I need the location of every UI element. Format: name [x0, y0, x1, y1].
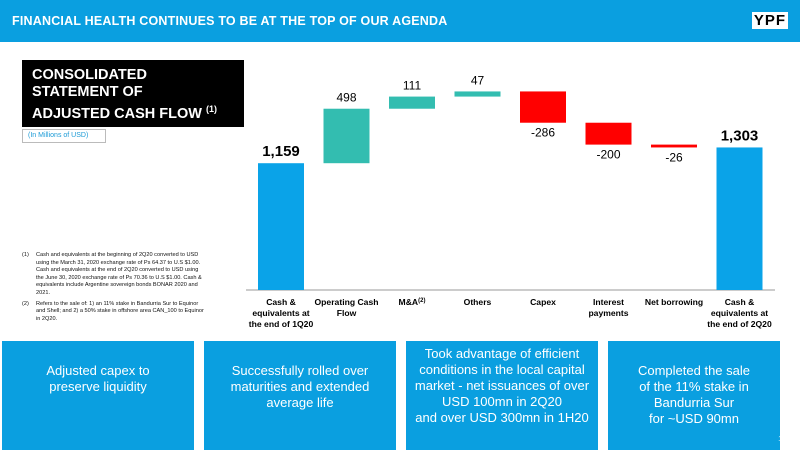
footnote-text: Cash and equivalents at the beginning of…: [36, 252, 202, 296]
card-line: preserve liquidity: [49, 379, 147, 394]
footnote-1: (1) Cash and equivalents at the beginnin…: [22, 252, 204, 298]
bar-4: [454, 91, 501, 97]
bar-3: [389, 96, 435, 109]
card-line: Took advantage of efficient: [424, 346, 580, 361]
data-label-7: -26: [665, 150, 683, 164]
category-label-2: Flow: [337, 308, 357, 318]
chart-title-line-3: ADJUSTED CASH FLOW: [32, 105, 202, 122]
ypf-logo: YPF: [751, 12, 788, 29]
category-label-8: the end of 2Q20: [707, 319, 772, 329]
units-label: (In Millions of USD): [22, 129, 106, 143]
data-label-3: 111: [403, 79, 422, 93]
highlight-card-maturities: Successfully rolled over maturities and …: [204, 341, 396, 450]
chart-title-line-1: CONSOLIDATED: [32, 67, 147, 83]
card-line: of the 11% stake in: [639, 379, 749, 394]
bar-8: [716, 147, 763, 290]
highlight-card-local-market: Took advantage of efficient conditions i…: [406, 341, 598, 450]
highlight-card-capex: Adjusted capex to preserve liquidity: [2, 341, 194, 450]
data-label-2: 498: [336, 91, 356, 105]
card-line: USD 100mn in 2Q20: [442, 394, 562, 409]
card-line: for ~USD 90mn: [649, 411, 739, 426]
header-bar: FINANCIAL HEALTH CONTINUES TO BE AT THE …: [0, 0, 800, 42]
card-line: Successfully rolled over: [231, 363, 369, 378]
bar-1: [258, 163, 304, 290]
chart-title-box: CONSOLIDATED STATEMENT OF ADJUSTED CASH …: [22, 60, 244, 127]
card-line: market - net issuances of over: [414, 378, 590, 393]
chart-title-line-2: STATEMENT OF: [32, 84, 143, 100]
bar-7: [651, 144, 697, 148]
card-line: Completed the sale: [637, 363, 750, 378]
card-line: maturities and extended: [230, 379, 370, 394]
category-label-1: Cash &: [266, 297, 296, 307]
bar-5: [520, 91, 566, 123]
card-line: Adjusted capex to: [46, 363, 150, 378]
card-line: conditions in the local capital: [419, 362, 585, 377]
chart-title-footnote-ref: (1): [206, 104, 218, 114]
page-number: 10: [778, 436, 786, 443]
card-line: average life: [266, 395, 334, 410]
category-label-8: Cash &: [725, 297, 755, 307]
category-label-6: payments: [588, 308, 628, 318]
category-label-5: Capex: [530, 297, 556, 307]
data-label-5: -286: [531, 126, 555, 140]
category-label-1: equivalents at: [252, 308, 309, 318]
card-line: Bandurria Sur: [653, 395, 735, 410]
bar-2: [323, 108, 370, 164]
footnote-text: Refers to the sale of: 1) an 11% stake i…: [36, 300, 204, 322]
highlight-cards: Adjusted capex to preserve liquidity Suc…: [0, 341, 800, 450]
footnote-number: (2): [22, 300, 29, 307]
chart-title: CONSOLIDATED STATEMENT OF ADJUSTED CASH …: [32, 67, 242, 123]
data-label-4: 47: [471, 73, 485, 87]
footnote-number: (1): [22, 252, 29, 258]
highlight-card-sale: Completed the sale of the 11% stake in B…: [608, 341, 780, 450]
category-label-2: Operating Cash: [315, 297, 379, 307]
category-label-6: Interest: [593, 297, 624, 307]
data-label-8: 1,303: [721, 127, 759, 144]
category-label-1: the end of 1Q20: [249, 319, 314, 329]
data-label-1: 1,159: [262, 143, 300, 160]
card-line: and over USD 300mn in 1H20: [415, 410, 589, 425]
footnote-2: (2) Refers to the sale of: 1) an 11% sta…: [22, 301, 204, 324]
category-label-3: M&A(2): [399, 297, 426, 307]
data-label-6: -200: [596, 148, 620, 162]
footnotes: (1) Cash and equivalents at the beginnin…: [22, 252, 204, 326]
category-label-7: Net borrowing: [645, 297, 703, 307]
category-label-4: Others: [464, 297, 492, 307]
bar-6: [585, 122, 632, 145]
category-label-8: equivalents at: [711, 308, 768, 318]
page-title: FINANCIAL HEALTH CONTINUES TO BE AT THE …: [12, 14, 448, 28]
